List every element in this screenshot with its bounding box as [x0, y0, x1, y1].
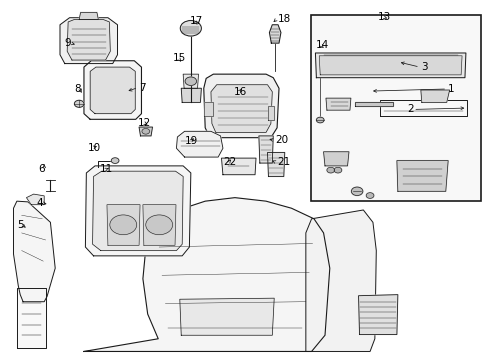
Text: 3: 3 [420, 62, 427, 72]
Polygon shape [379, 100, 467, 117]
Circle shape [351, 187, 362, 195]
Text: 15: 15 [172, 53, 185, 63]
Polygon shape [221, 158, 256, 175]
Text: 6: 6 [39, 165, 45, 174]
Text: 9: 9 [64, 38, 71, 48]
Text: 21: 21 [277, 157, 290, 167]
Polygon shape [92, 171, 183, 251]
Polygon shape [267, 153, 284, 176]
Circle shape [326, 167, 334, 173]
Polygon shape [323, 152, 348, 166]
Polygon shape [142, 205, 176, 245]
Polygon shape [79, 12, 98, 19]
Circle shape [180, 21, 201, 36]
Bar [310, 15, 480, 201]
Polygon shape [139, 127, 152, 136]
Text: 4: 4 [36, 198, 42, 208]
Text: 18: 18 [278, 14, 291, 24]
Polygon shape [176, 131, 223, 157]
Polygon shape [107, 205, 140, 245]
Circle shape [74, 100, 84, 107]
Circle shape [366, 193, 373, 198]
Text: 19: 19 [184, 136, 198, 146]
Polygon shape [181, 88, 201, 102]
Text: 13: 13 [377, 12, 390, 22]
Polygon shape [358, 294, 397, 334]
Polygon shape [67, 19, 110, 60]
Text: 10: 10 [87, 143, 100, 153]
Polygon shape [17, 288, 45, 348]
Polygon shape [183, 74, 198, 88]
Polygon shape [26, 194, 44, 205]
Text: 5: 5 [17, 220, 23, 230]
Polygon shape [305, 210, 376, 351]
Polygon shape [210, 85, 272, 132]
Polygon shape [319, 56, 461, 75]
Circle shape [142, 129, 149, 134]
Polygon shape [203, 74, 279, 138]
Polygon shape [85, 166, 190, 256]
Polygon shape [84, 198, 329, 351]
Polygon shape [267, 106, 274, 120]
Polygon shape [14, 201, 55, 302]
Polygon shape [325, 98, 350, 110]
Polygon shape [84, 61, 141, 119]
Text: 8: 8 [74, 84, 81, 94]
Text: 7: 7 [139, 82, 145, 93]
Circle shape [184, 77, 196, 85]
Polygon shape [90, 67, 135, 114]
Circle shape [333, 167, 341, 173]
Text: 2: 2 [407, 104, 413, 114]
Polygon shape [60, 18, 117, 64]
Circle shape [110, 215, 137, 235]
Polygon shape [354, 102, 392, 106]
Circle shape [145, 215, 172, 235]
Text: 22: 22 [223, 157, 236, 167]
Polygon shape [258, 136, 273, 163]
Polygon shape [396, 161, 447, 191]
Text: 11: 11 [100, 165, 113, 174]
Text: 1: 1 [447, 84, 454, 94]
Circle shape [111, 158, 119, 163]
Text: 12: 12 [138, 118, 151, 128]
Text: 17: 17 [189, 16, 202, 26]
Circle shape [316, 117, 324, 123]
Text: 20: 20 [275, 135, 288, 145]
Text: 14: 14 [315, 40, 328, 50]
Polygon shape [269, 25, 280, 43]
Polygon shape [204, 102, 213, 117]
Polygon shape [420, 90, 448, 102]
Polygon shape [180, 298, 274, 335]
Polygon shape [315, 53, 465, 78]
Text: 16: 16 [233, 87, 246, 97]
